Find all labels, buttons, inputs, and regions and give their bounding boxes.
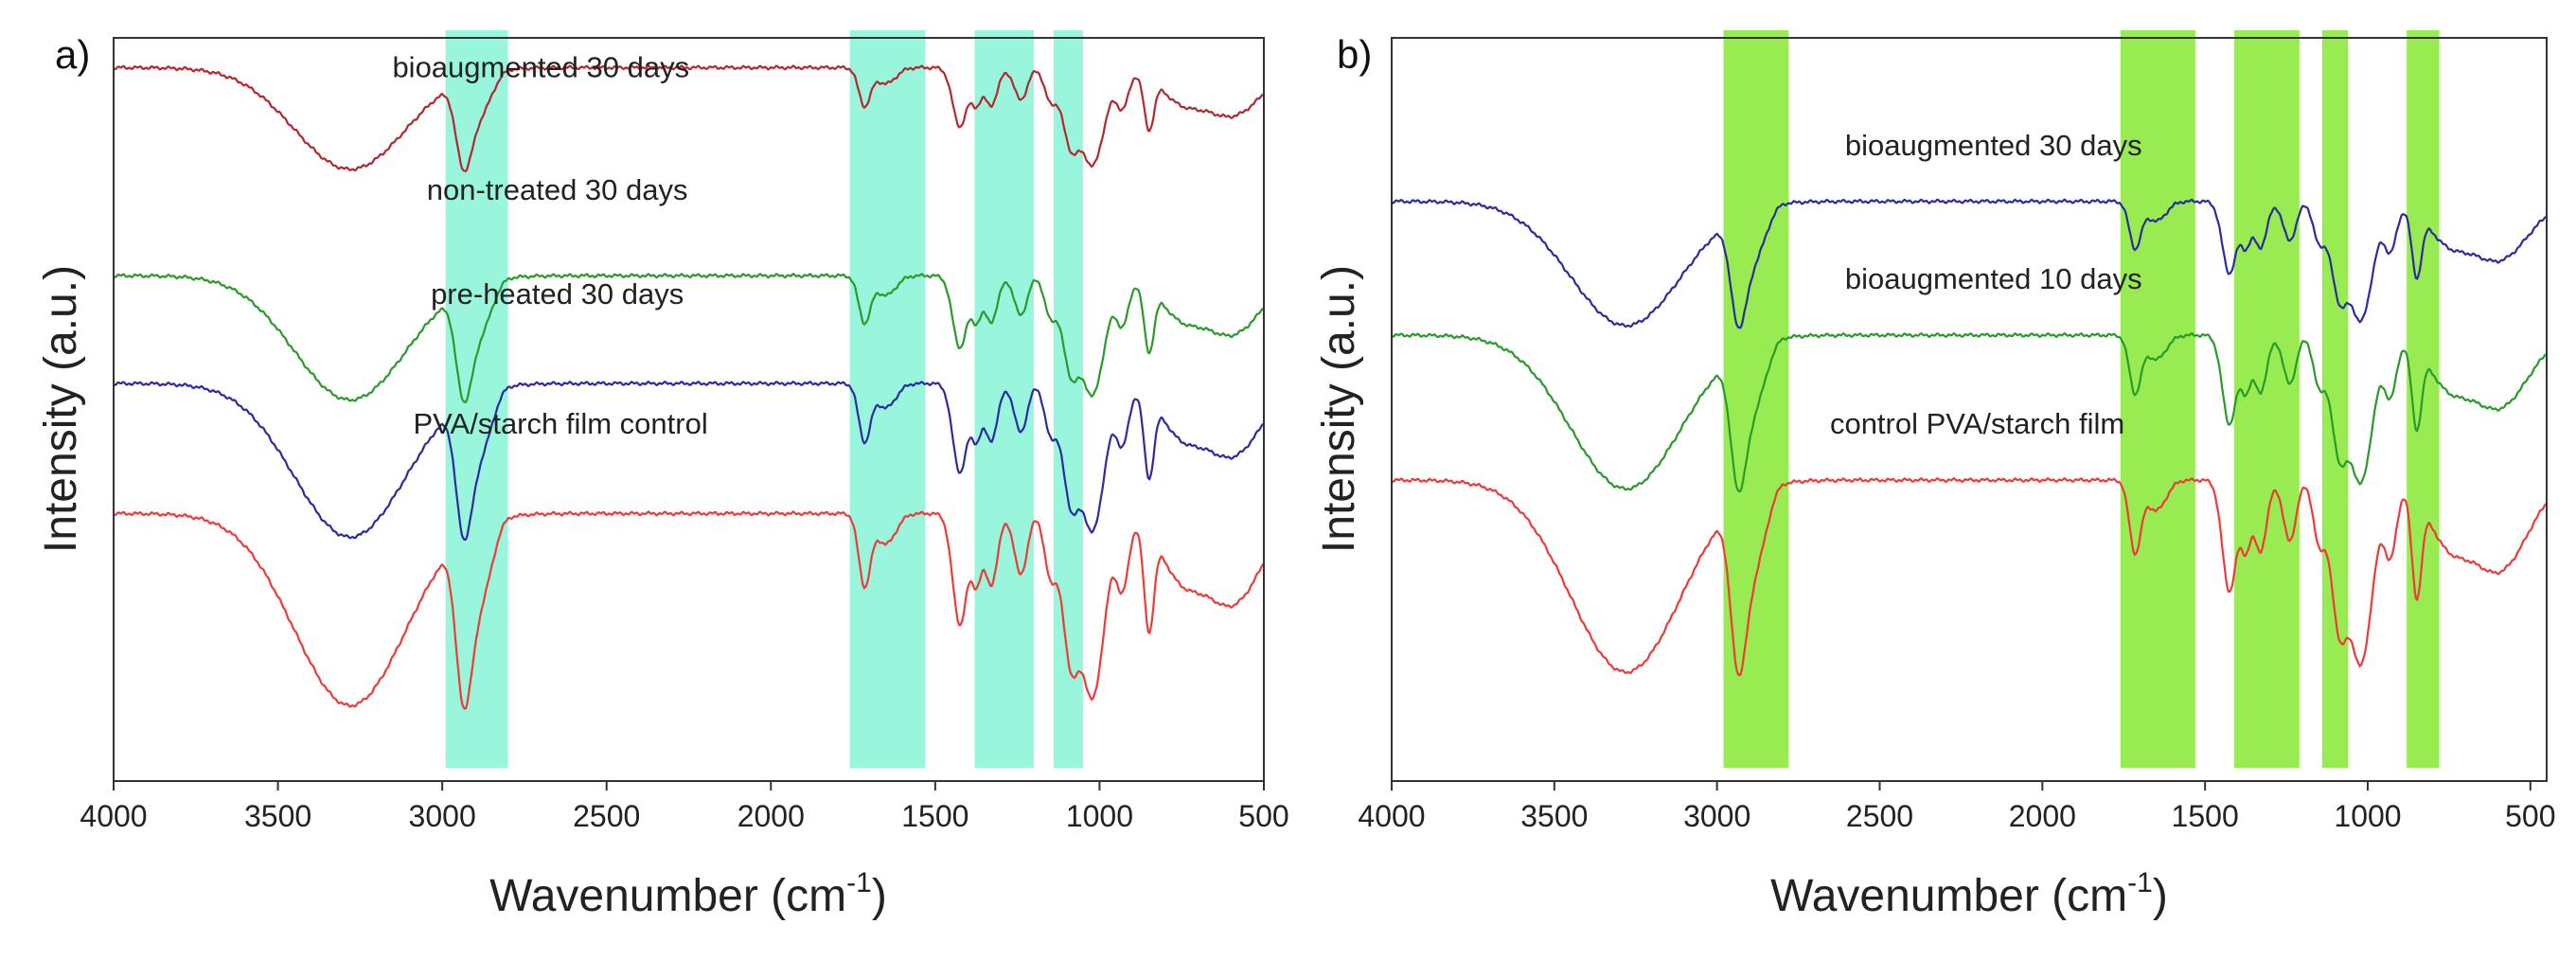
highlight-band <box>1053 30 1084 768</box>
panel-b-x-ticks: 4000 3500 3000 2500 2000 1500 1000 500 <box>1358 781 2556 833</box>
series-label: bioaugmented 30 days <box>392 50 689 83</box>
series-label: bioaugmented 30 days <box>1845 129 2142 162</box>
series-line <box>113 380 1265 542</box>
series-label: PVA/starch film control <box>413 407 707 440</box>
series-label: bioaugmented 10 days <box>1845 262 2142 295</box>
x-tick-label: 2000 <box>737 799 805 833</box>
panel-b-traces <box>1391 198 2548 677</box>
x-tick-label: 3500 <box>244 799 311 833</box>
series-line <box>113 64 1264 173</box>
highlight-band <box>974 30 1034 768</box>
panel-a-x-axis-title: Wavenumber (cm-1) <box>489 867 887 921</box>
highlight-band <box>445 30 508 768</box>
series-line <box>113 272 1265 403</box>
x-tick-label: 500 <box>1238 799 1288 833</box>
series-label: non-treated 30 days <box>427 173 688 206</box>
series-label: control PVA/starch film <box>1830 407 2124 440</box>
x-tick-label: 4000 <box>1358 799 1425 833</box>
panel-b-chart: b) bioaugmented 30 days bioaugmented 10 d… <box>1314 30 2556 921</box>
panel-a-y-axis-title: Intensity (a.u.) <box>36 265 86 553</box>
x-tick-label: 3000 <box>409 799 476 833</box>
x-tick-label: 3500 <box>1520 799 1588 833</box>
x-tick-label: 1500 <box>901 799 968 833</box>
series-line <box>113 510 1265 710</box>
panel-b-plot-frame <box>1391 37 2548 782</box>
panel-b-highlight-bands <box>1723 30 2440 768</box>
highlight-band <box>2321 30 2349 768</box>
panel-a-label: a) <box>55 32 90 77</box>
x-tick-label: 2500 <box>1846 799 1913 833</box>
series-line <box>1391 476 2548 677</box>
panel-a-highlight-bands <box>445 30 1084 768</box>
panel-b-series-labels: bioaugmented 30 days bioaugmented 10 days… <box>1830 129 2142 440</box>
x-tick-label: 2500 <box>573 799 640 833</box>
highlight-band <box>2120 30 2195 768</box>
series-line <box>1391 198 2547 329</box>
series-label: pre-heated 30 days <box>431 277 684 311</box>
x-tick-label: 1000 <box>2334 799 2401 833</box>
panel-a-traces <box>113 64 1265 710</box>
x-tick-label: 3000 <box>1683 799 1750 833</box>
panel-b-y-axis-title: Intensity (a.u.) <box>1314 265 1364 553</box>
highlight-band <box>849 30 926 768</box>
x-tick-label: 4000 <box>80 799 147 833</box>
panel-a-x-ticks: 4000 3500 3000 2500 2000 1500 1000 500 <box>80 781 1289 833</box>
series-line <box>1391 331 2547 493</box>
x-tick-label: 2000 <box>2009 799 2076 833</box>
x-tick-label: 1000 <box>1066 799 1133 833</box>
highlight-band <box>2234 30 2300 768</box>
x-tick-label: 500 <box>2505 799 2555 833</box>
panel-a-plot-frame <box>113 37 1265 782</box>
panel-b-label: b) <box>1337 32 1372 77</box>
x-tick-label: 1500 <box>2172 799 2239 833</box>
panel-a-series-labels: bioaugmented 30 days non-treated 30 days p… <box>392 50 707 440</box>
panel-a-chart: a) bioaugmented 30 days non-treated 30 da… <box>36 30 1289 921</box>
highlight-band <box>1723 30 1789 768</box>
panel-b-x-axis-title: Wavenumber (cm-1) <box>1770 867 2168 921</box>
